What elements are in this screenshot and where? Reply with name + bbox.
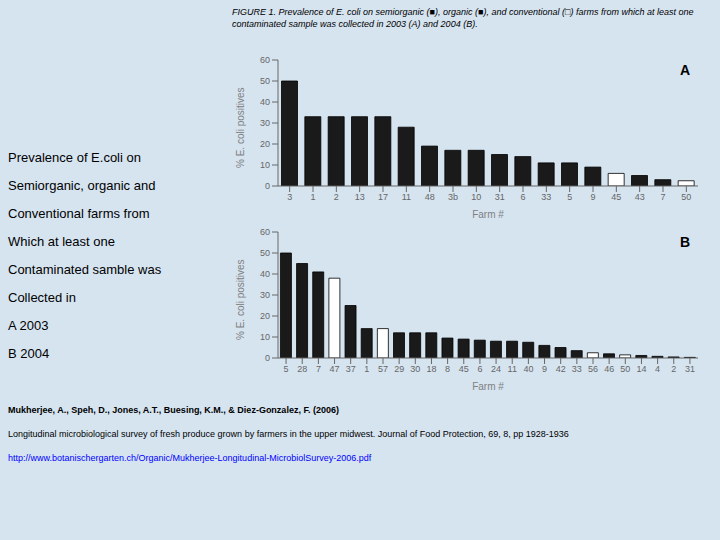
svg-text:7: 7 xyxy=(660,192,665,202)
svg-text:50: 50 xyxy=(620,364,630,374)
svg-text:29: 29 xyxy=(394,364,404,374)
html-text:Semiorganic, organic and: Semiorganic, organic and xyxy=(8,178,156,193)
svg-text:6: 6 xyxy=(477,364,482,374)
svg-text:30: 30 xyxy=(260,290,270,300)
svg-text:50: 50 xyxy=(260,248,270,258)
svg-text:37: 37 xyxy=(346,364,356,374)
svg-text:45: 45 xyxy=(459,364,469,374)
svg-text:5: 5 xyxy=(567,192,572,202)
svg-text:9: 9 xyxy=(542,364,547,374)
svg-text:57: 57 xyxy=(378,364,388,374)
html-text:Contaminated samble was: Contaminated samble was xyxy=(8,262,162,277)
html-text:Longitudinal microbiological s: Longitudinal microbiological survey of f… xyxy=(8,429,569,439)
svg-text:0: 0 xyxy=(265,353,270,363)
svg-text:4: 4 xyxy=(655,364,660,374)
svg-text:50: 50 xyxy=(260,76,270,86)
svg-text:50: 50 xyxy=(681,192,691,202)
html-text:Prevalence of E.coli on: Prevalence of E.coli on xyxy=(8,150,141,165)
html-text:Which at least one: Which at least one xyxy=(8,234,115,249)
svg-text:8: 8 xyxy=(445,364,450,374)
svg-text:2: 2 xyxy=(334,192,339,202)
svg-text:31: 31 xyxy=(685,364,695,374)
html-text:Collected in: Collected in xyxy=(8,290,76,305)
svg-text:30: 30 xyxy=(260,118,270,128)
svg-text:40: 40 xyxy=(260,269,270,279)
svg-text:3: 3 xyxy=(287,192,292,202)
svg-text:0: 0 xyxy=(265,181,270,191)
svg-text:60: 60 xyxy=(260,227,270,237)
svg-text:1: 1 xyxy=(364,364,369,374)
html-text:B: B xyxy=(679,234,690,250)
svg-text:Farm #: Farm # xyxy=(472,209,504,220)
svg-text:6: 6 xyxy=(520,192,525,202)
svg-text:42: 42 xyxy=(556,364,566,374)
svg-text:33: 33 xyxy=(572,364,582,374)
html-text:A 2003: A 2003 xyxy=(8,318,49,333)
svg-text:% E. coli positives: % E. coli positives xyxy=(235,87,246,168)
html-text:http://www.botanischergarten.c: http://www.botanischergarten.ch/Organic/… xyxy=(8,453,372,463)
svg-text:Farm #: Farm # xyxy=(472,381,504,392)
svg-text:48: 48 xyxy=(425,192,435,202)
html-text:FIGURE 1. Prevalence of E. col: FIGURE 1. Prevalence of E. coli on semio… xyxy=(232,7,694,29)
svg-text:33: 33 xyxy=(541,192,551,202)
svg-text:% E. coli positives: % E. coli positives xyxy=(235,259,246,340)
svg-text:46: 46 xyxy=(604,364,614,374)
svg-text:13: 13 xyxy=(355,192,365,202)
html-text:A: A xyxy=(679,62,690,78)
svg-text:47: 47 xyxy=(330,364,340,374)
svg-text:10: 10 xyxy=(471,192,481,202)
svg-text:40: 40 xyxy=(523,364,533,374)
svg-text:45: 45 xyxy=(611,192,621,202)
html-text:Mukherjee, A., Speh, D., Jones: Mukherjee, A., Speh, D., Jones, A.T., Bu… xyxy=(8,405,339,415)
html-text:B 2004: B 2004 xyxy=(8,346,50,361)
svg-text:17: 17 xyxy=(378,192,388,202)
svg-text:7: 7 xyxy=(316,364,321,374)
svg-text:2: 2 xyxy=(671,364,676,374)
svg-text:20: 20 xyxy=(260,311,270,321)
svg-text:3b: 3b xyxy=(448,192,458,202)
svg-text:5: 5 xyxy=(284,364,289,374)
svg-text:43: 43 xyxy=(635,192,645,202)
svg-text:9: 9 xyxy=(590,192,595,202)
svg-text:14: 14 xyxy=(636,364,646,374)
svg-text:30: 30 xyxy=(410,364,420,374)
html-text:Conventional farms from: Conventional farms from xyxy=(8,206,150,221)
svg-text:56: 56 xyxy=(588,364,598,374)
svg-text:10: 10 xyxy=(260,160,270,170)
svg-text:11: 11 xyxy=(402,192,411,202)
svg-text:11: 11 xyxy=(508,364,517,374)
svg-text:40: 40 xyxy=(260,97,270,107)
svg-text:10: 10 xyxy=(260,332,270,342)
svg-text:31: 31 xyxy=(495,192,505,202)
svg-text:20: 20 xyxy=(260,139,270,149)
svg-text:28: 28 xyxy=(297,364,307,374)
svg-text:60: 60 xyxy=(260,55,270,65)
svg-text:24: 24 xyxy=(491,364,501,374)
svg-text:1: 1 xyxy=(310,192,315,202)
svg-text:18: 18 xyxy=(426,364,436,374)
